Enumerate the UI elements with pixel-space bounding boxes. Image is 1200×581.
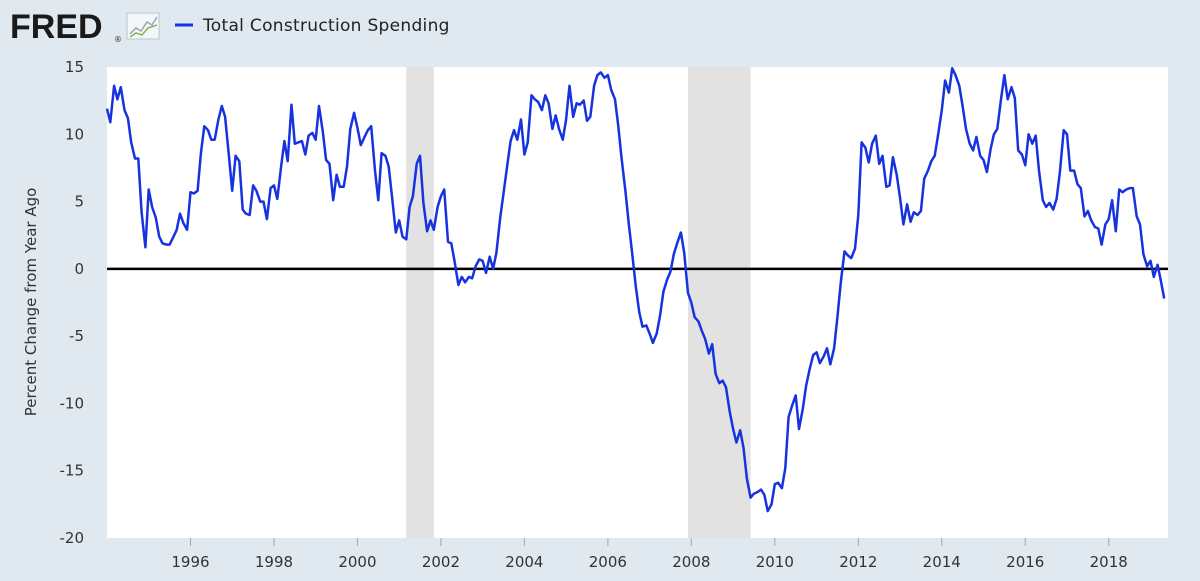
recession-bands (406, 67, 751, 538)
y-axis-label: Percent Change from Year Ago (22, 188, 40, 417)
x-tick-label: 2004 (505, 553, 543, 571)
y-tick-label: 0 (74, 260, 84, 278)
x-axis-ticks: 1996 1998 2000 2002 2004 2006 2008 2010 2012 2014… (171, 538, 1128, 571)
x-tick-label: 2012 (839, 553, 877, 571)
legend: Total Construction Spending (175, 16, 450, 36)
x-tick-label: 2018 (1090, 553, 1128, 571)
x-tick-label: 2002 (422, 553, 460, 571)
y-tick-label: -15 (60, 462, 85, 480)
registered-mark: ® (114, 35, 122, 44)
fred-logo[interactable]: FRED ® (10, 8, 160, 46)
x-tick-label: 2000 (338, 553, 376, 571)
y-axis-ticks: 15 10 5 0 -5 -10 -15 -20 (60, 58, 85, 547)
x-tick-label: 2016 (1006, 553, 1044, 571)
logo-text: FRED (10, 8, 103, 46)
y-tick-label: 5 (74, 193, 84, 211)
y-tick-label: -5 (69, 327, 84, 345)
x-tick-label: 2008 (672, 553, 710, 571)
recession-band-1 (406, 67, 434, 538)
x-tick-label: 2006 (589, 553, 627, 571)
x-tick-label: 2014 (923, 553, 961, 571)
recession-band-2 (688, 67, 751, 538)
y-tick-label: -20 (60, 529, 85, 547)
series-line-total-construction-spending (105, 67, 1166, 513)
y-tick-label: 15 (65, 58, 84, 76)
x-tick-label: 1998 (255, 553, 293, 571)
y-tick-label: -10 (60, 394, 85, 412)
legend-label: Total Construction Spending (202, 16, 450, 36)
line-chart-icon (126, 12, 160, 40)
x-tick-label: 1996 (171, 553, 209, 571)
x-tick-label: 2010 (756, 553, 794, 571)
y-tick-label: 10 (65, 125, 84, 143)
